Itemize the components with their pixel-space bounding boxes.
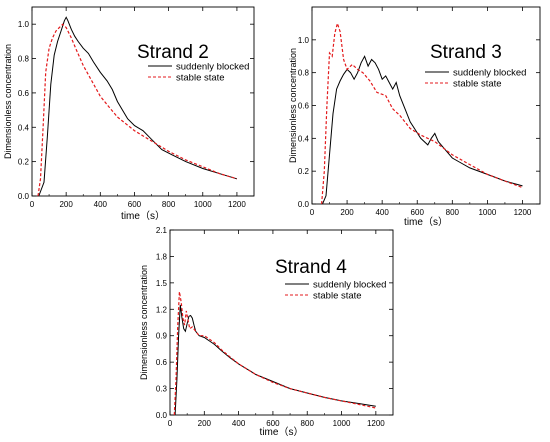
y-tick-label: 0.0 — [18, 192, 30, 201]
y-tick-label: 1.0 — [18, 20, 30, 29]
chart-panel-1: 0 200 400 600 800 1000 1200 0.0 0.2 0.4 0.6 0.8 1.0 S… — [3, 6, 255, 222]
y-axis-label: Dimensionless concentration — [139, 265, 149, 380]
series-line-suddenly-blocked — [38, 16, 238, 197]
x-tick-label: 200 — [198, 419, 212, 428]
x-tick-label: 400 — [375, 208, 389, 217]
legend-label: suddenly blocked — [176, 62, 249, 73]
x-tick-label: 0 — [168, 419, 173, 428]
y-tick-label: 1.5 — [156, 279, 168, 288]
x-tick-label: 200 — [340, 208, 354, 217]
series-line-stable-state — [173, 291, 376, 416]
x-tick-label: 1200 — [228, 200, 246, 209]
y-tick-label: 0.9 — [156, 332, 168, 341]
chart-title: Strand 4 — [275, 257, 347, 278]
x-tick-label: 1000 — [333, 419, 351, 428]
plot-frame — [311, 6, 541, 205]
x-axis-label: time（s） — [404, 216, 448, 228]
y-tick-label: 1.8 — [156, 252, 168, 261]
y-tick-label: 0.6 — [156, 358, 168, 367]
y-tick-label: 1.0 — [298, 36, 310, 45]
x-tick-label: 400 — [232, 419, 246, 428]
y-tick-label: 0.0 — [298, 200, 310, 209]
series-line-suddenly-blocked — [174, 304, 376, 416]
series-line-stable-state — [37, 23, 238, 197]
x-tick-label: 400 — [94, 200, 108, 209]
x-tick-label: 1000 — [194, 200, 212, 209]
legend-label: stable state — [313, 291, 362, 302]
x-axis-label: time（s） — [260, 426, 304, 438]
plot-frame — [169, 229, 394, 416]
x-tick-label: 600 — [266, 419, 280, 428]
x-tick-label: 800 — [162, 200, 176, 209]
y-tick-label: 0.2 — [18, 158, 30, 167]
legend-label: suddenly blocked — [453, 68, 526, 79]
y-axis-label: Dimensionless concentration — [3, 44, 13, 159]
plot-frame — [31, 6, 255, 197]
y-tick-label: 2.1 — [156, 226, 168, 235]
y-tick-label: 0.4 — [18, 123, 30, 132]
y-tick-label: 1.2 — [156, 305, 168, 314]
x-tick-label: 0 — [310, 208, 315, 217]
y-tick-label: 0.8 — [18, 55, 30, 64]
x-tick-label: 1200 — [367, 419, 385, 428]
x-axis-label: time（s） — [121, 210, 165, 222]
x-tick-label: 600 — [411, 208, 425, 217]
x-tick-label: 600 — [128, 200, 142, 209]
x-tick-label: 200 — [59, 200, 73, 209]
x-tick-label: 0 — [30, 200, 35, 209]
legend-label: suddenly blocked — [313, 280, 386, 291]
chart-title: Strand 2 — [137, 42, 209, 63]
y-tick-label: 0.8 — [298, 69, 310, 78]
x-tick-label: 800 — [446, 208, 460, 217]
y-axis-label: Dimensionless concentration — [288, 48, 298, 163]
legend-label: stable state — [176, 73, 225, 84]
chart-panel-3: 0 200 400 600 800 1000 1200 0.0 0.3 0.6 0.9 1.2 1.5 1… — [139, 226, 394, 438]
y-tick-label: 0.0 — [156, 411, 168, 420]
legend-label: stable state — [453, 79, 502, 90]
series-line-stable-state — [321, 21, 523, 205]
x-tick-label: 1200 — [514, 208, 532, 217]
chart-title: Strand 3 — [430, 42, 502, 63]
y-tick-label: 0.3 — [156, 385, 168, 394]
y-tick-label: 0.6 — [18, 89, 30, 98]
y-tick-label: 0.6 — [298, 102, 310, 111]
chart-panel-2: 0 200 400 600 800 1000 1200 0.0 0.2 0.4 0.6 0.8 1.0 S… — [288, 6, 541, 228]
y-tick-label: 0.4 — [298, 134, 310, 143]
x-tick-label: 1000 — [478, 208, 496, 217]
y-tick-label: 0.2 — [298, 167, 310, 176]
x-tick-label: 800 — [301, 419, 315, 428]
